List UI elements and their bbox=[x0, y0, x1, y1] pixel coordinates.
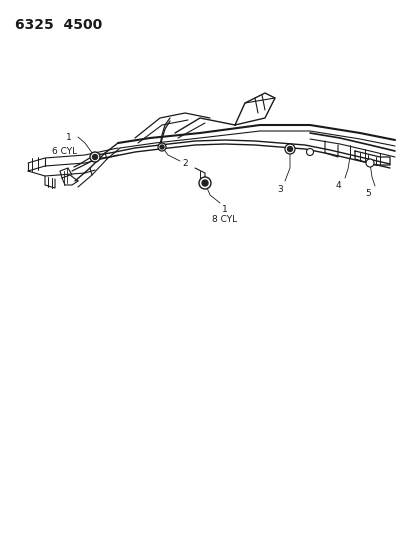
Circle shape bbox=[160, 145, 164, 149]
Text: 1: 1 bbox=[66, 133, 72, 141]
Text: 8 CYL: 8 CYL bbox=[212, 215, 237, 224]
Text: 4: 4 bbox=[335, 181, 341, 190]
Circle shape bbox=[90, 152, 100, 162]
Text: 3: 3 bbox=[277, 185, 283, 194]
Text: 5: 5 bbox=[365, 189, 371, 198]
Circle shape bbox=[306, 149, 313, 156]
Text: 6325  4500: 6325 4500 bbox=[15, 18, 102, 32]
Circle shape bbox=[93, 155, 98, 159]
Circle shape bbox=[158, 143, 166, 151]
Circle shape bbox=[199, 177, 211, 189]
Text: 2: 2 bbox=[182, 158, 188, 167]
Text: 6 CYL: 6 CYL bbox=[52, 147, 77, 156]
Circle shape bbox=[288, 147, 293, 151]
Circle shape bbox=[202, 180, 208, 186]
Text: 1: 1 bbox=[222, 205, 228, 214]
Circle shape bbox=[285, 144, 295, 154]
Circle shape bbox=[366, 159, 374, 167]
